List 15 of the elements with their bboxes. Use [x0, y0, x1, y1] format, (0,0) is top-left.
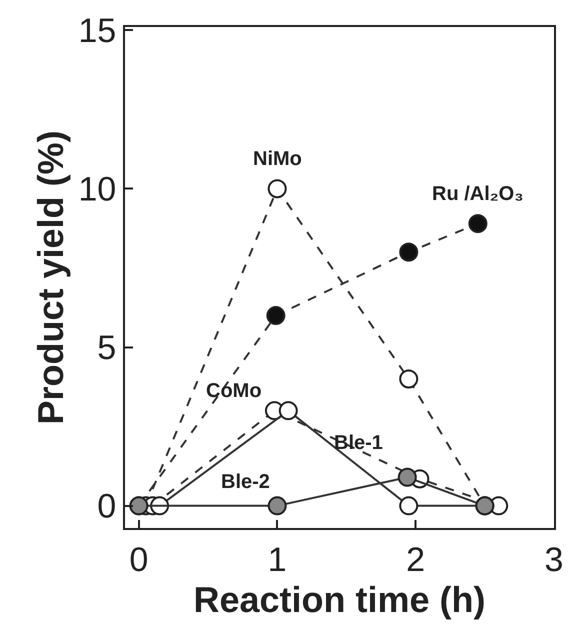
- y-axis-title: Product yield (%): [30, 130, 71, 425]
- x-tick-label: 3: [544, 540, 564, 579]
- y-tick-label: 5: [97, 329, 116, 368]
- series-label: CoMo: [206, 380, 262, 402]
- series-label: NiMo: [253, 148, 302, 170]
- x-tick-label: 0: [129, 540, 148, 579]
- series-label: Ble-1: [334, 432, 383, 454]
- x-tick-label: 1: [268, 540, 287, 579]
- series-label: Ru /Al₂O₃: [432, 183, 524, 205]
- x-tick-label: 2: [406, 540, 426, 579]
- x-axis-title: Reaction time (h): [193, 578, 486, 620]
- y-tick-label: 10: [78, 170, 116, 209]
- series-label: Ble-2: [221, 471, 270, 493]
- y-tick-label: 15: [78, 12, 116, 50]
- y-tick-label: 0: [97, 488, 116, 526]
